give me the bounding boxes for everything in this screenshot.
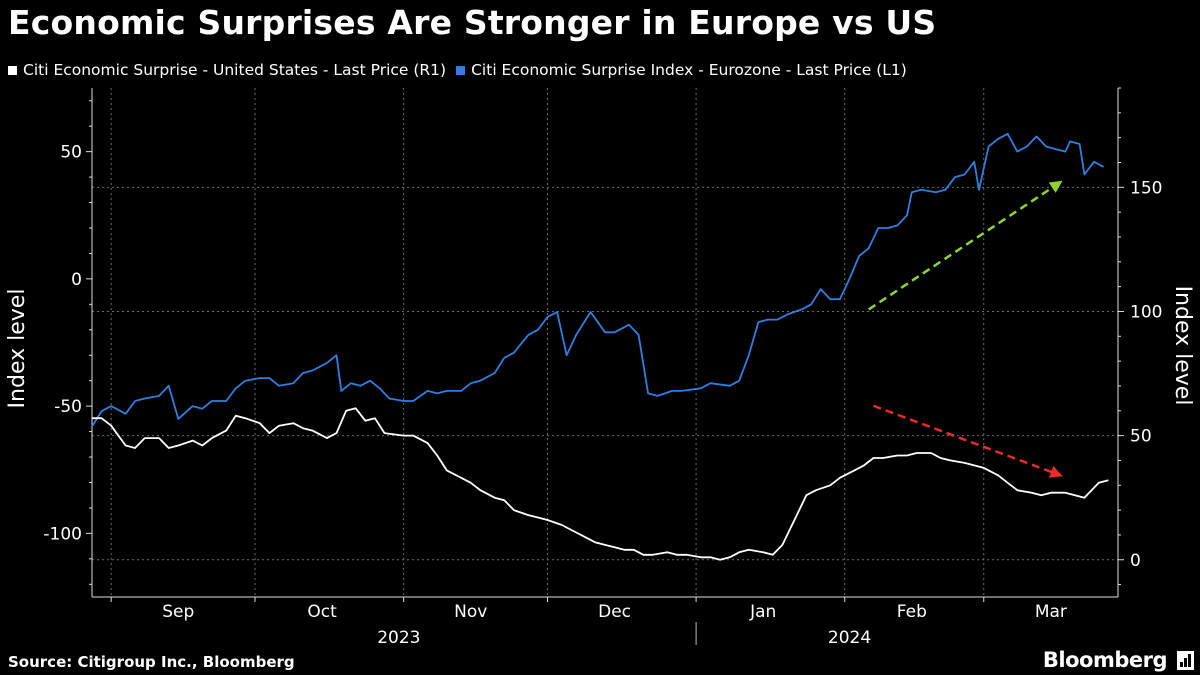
right-tick-label: 100 [1130, 302, 1162, 322]
year-label: 2024 [828, 628, 871, 648]
right-axis-title: Index level [1170, 286, 1195, 406]
year-label: 2023 [377, 628, 420, 648]
us-series-line [92, 407, 1109, 561]
legend: Citi Economic Surprise - United States -… [8, 61, 917, 79]
left-tick-label: 50 [60, 143, 82, 163]
month-label: Oct [307, 602, 337, 622]
bloomberg-chart-icon [1177, 651, 1194, 670]
us-trend-arrow [873, 404, 1063, 478]
month-label: Jan [749, 602, 776, 622]
legend-item-us: Citi Economic Surprise - United States -… [8, 61, 446, 79]
legend-item-eurozone: Citi Economic Surprise Index - Eurozone … [456, 61, 907, 79]
month-label: Dec [598, 602, 631, 622]
source-note: Source: Citigroup Inc., Bloomberg [8, 653, 295, 671]
legend-label-eurozone: Citi Economic Surprise Index - Eurozone … [471, 61, 907, 79]
month-label: Mar [1035, 602, 1067, 622]
month-label: Feb [897, 602, 927, 622]
right-tick-label: 0 [1130, 551, 1141, 571]
chart-title: Economic Surprises Are Stronger in Europ… [8, 3, 937, 42]
left-tick-label: 0 [71, 270, 82, 290]
legend-swatch-us [8, 65, 17, 75]
right-tick-label: 50 [1130, 427, 1152, 447]
eurozone-series-line [91, 132, 1105, 427]
month-label: Sep [162, 602, 194, 622]
month-label: Nov [454, 602, 487, 622]
right-tick-label: 150 [1130, 178, 1162, 198]
left-axis-title: Index level [5, 289, 30, 409]
eurozone-trend-arrow [868, 180, 1063, 311]
bloomberg-logo: Bloomberg [1042, 648, 1168, 672]
legend-swatch-eurozone [456, 65, 466, 75]
legend-label-us: Citi Economic Surprise - United States -… [23, 61, 447, 79]
left-tick-label: -50 [54, 397, 82, 417]
left-tick-label: -100 [43, 524, 82, 544]
